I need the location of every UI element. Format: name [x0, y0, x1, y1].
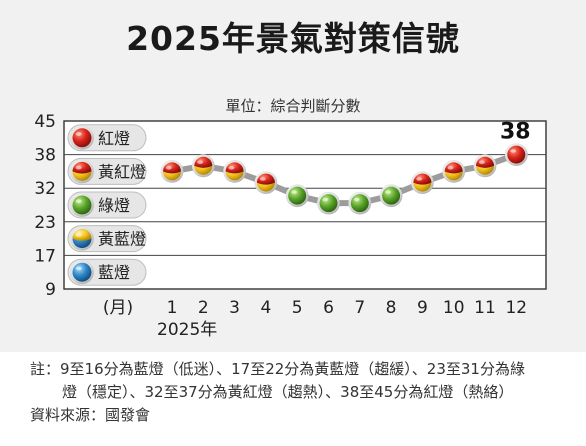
data-point: [254, 171, 278, 194]
y-tick-label: 32: [34, 179, 56, 199]
source-note: 資料來源：國發會: [30, 406, 151, 424]
data-point: [223, 160, 246, 183]
data-point: [317, 191, 340, 215]
data-point: [285, 184, 309, 208]
x-tick-label: 7: [354, 298, 365, 318]
x-tick-label: 3: [229, 298, 240, 318]
yellow-red-light-icon: [70, 159, 94, 184]
data-point: [504, 143, 528, 166]
legend-label: 黃紅燈: [98, 162, 146, 181]
footnote-line-1: 註：9至16分為藍燈（低迷）、17至22分為黃藍燈（趨緩）、23至31分為綠: [30, 360, 525, 378]
legend-item: 黃藍燈: [67, 225, 147, 253]
x-tick-label: 11: [474, 298, 496, 318]
green-light-icon: [70, 193, 94, 217]
yellow-blue-light-icon: [70, 226, 94, 251]
x-tick-label: 10: [443, 298, 465, 318]
data-point: [191, 154, 215, 178]
blue-light-icon: [70, 260, 94, 285]
y-tick-label: 9: [45, 280, 56, 300]
legend-label: 紅燈: [98, 129, 130, 148]
year-label: 2025年: [157, 320, 217, 340]
legend-label: 綠燈: [98, 196, 130, 215]
y-tick-label: 45: [34, 112, 56, 132]
red-light-icon: [70, 125, 94, 150]
footnote: 註：9至16分為藍燈（低迷）、17至22分為黃藍燈（趨緩）、23至31分為綠 燈…: [0, 352, 586, 446]
y-tick-label: 17: [34, 246, 56, 266]
x-tick-label: 5: [292, 298, 303, 318]
data-point: [348, 191, 372, 215]
x-tick-label: 2: [198, 298, 209, 318]
legend-item: 黃紅燈: [67, 157, 147, 185]
legend-item: 紅燈: [67, 124, 147, 152]
data-point: [160, 160, 184, 183]
data-point: [473, 154, 497, 178]
x-tick-label: 1: [167, 298, 178, 318]
data-point: [379, 184, 403, 208]
y-tick-label: 23: [34, 213, 56, 233]
footnote-line-2: 燈（穩定）、32至37分為黃紅燈（趨熱）、38至45分為紅燈（熱絡）: [62, 383, 514, 401]
data-point: [411, 171, 434, 194]
x-unit-label: (月): [103, 298, 133, 318]
y-tick-label: 38: [34, 146, 56, 166]
x-tick-label: 12: [505, 298, 527, 318]
page-title: 2025年景氣對策信號: [126, 19, 460, 58]
legend-label: 黃藍燈: [98, 230, 146, 249]
data-label: 38: [500, 120, 531, 145]
legend-item: 綠燈: [67, 191, 147, 219]
x-tick-label: 6: [323, 298, 334, 318]
x-tick-label: 9: [417, 298, 428, 318]
legend-label: 藍燈: [98, 263, 130, 282]
data-point: [442, 160, 466, 183]
unit-label: 單位：綜合判斷分數: [225, 97, 361, 115]
x-tick-label: 4: [260, 298, 271, 318]
x-tick-label: 8: [386, 298, 397, 318]
legend-item: 藍燈: [67, 258, 147, 286]
